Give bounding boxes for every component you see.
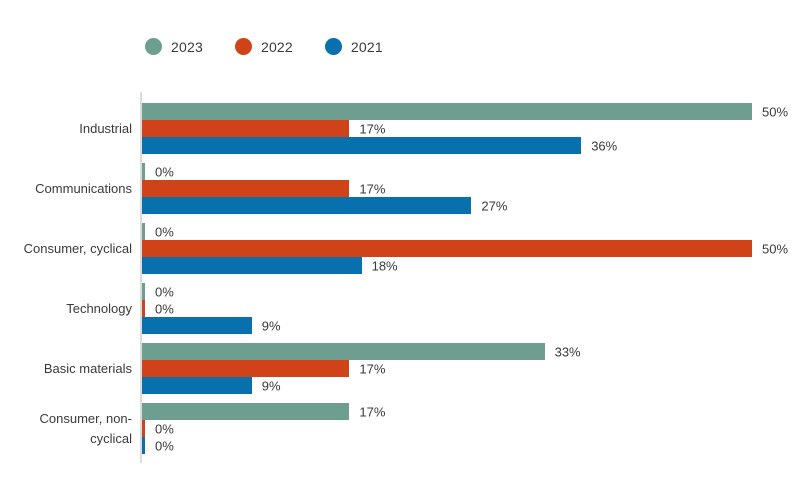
legend-item-2023: 2023 xyxy=(145,38,203,55)
category-label-communications: Communications xyxy=(35,180,132,196)
bar-communications-2022 xyxy=(142,180,350,197)
category-label-basic-materials: Basic materials xyxy=(43,360,132,376)
bar-value-label-consumer-non-cyclical-2021: 0% xyxy=(155,438,174,453)
bar-value-label-consumer-cyclical-2021: 18% xyxy=(371,258,398,273)
legend-swatch-icon xyxy=(324,38,342,55)
bar-value-label-technology-2021: 9% xyxy=(261,318,281,333)
bar-value-label-basic-materials-2021: 9% xyxy=(261,378,281,393)
bar-consumer-cyclical-2021 xyxy=(142,257,362,274)
bar-value-label-technology-2022: 0% xyxy=(155,301,174,316)
bar-value-label-communications-2023: 0% xyxy=(155,164,174,179)
bar-technology-2023 xyxy=(142,283,145,300)
bar-technology-2022 xyxy=(142,300,145,317)
bar-consumer-non-cyclical-2022 xyxy=(142,420,145,437)
bar-industrial-2021 xyxy=(142,137,582,154)
bar-basic-materials-2021 xyxy=(142,377,252,394)
bar-value-label-industrial-2023: 50% xyxy=(762,104,789,119)
bar-value-label-technology-2023: 0% xyxy=(155,284,174,299)
chart-legend: 2023 2022 2021 xyxy=(145,38,383,55)
bar-value-label-consumer-non-cyclical-2022: 0% xyxy=(155,421,174,436)
bar-communications-2023 xyxy=(142,163,145,180)
category-label-consumer-cyclical: Consumer, cyclical xyxy=(23,240,132,256)
bar-consumer-non-cyclical-2023 xyxy=(142,403,350,420)
bar-consumer-cyclical-2022 xyxy=(142,240,752,257)
bar-consumer-non-cyclical-2021 xyxy=(142,437,145,454)
bar-industrial-2023 xyxy=(142,103,752,120)
legend-label: 2022 xyxy=(260,38,293,55)
legend-item-2022: 2022 xyxy=(234,38,293,55)
bar-technology-2021 xyxy=(142,317,252,334)
category-label-industrial: Industrial xyxy=(79,120,132,136)
bar-value-label-industrial-2022: 17% xyxy=(359,121,386,136)
bar-basic-materials-2023 xyxy=(142,343,545,360)
legend-label: 2023 xyxy=(171,38,203,55)
bar-value-label-industrial-2021: 36% xyxy=(591,138,618,153)
bar-basic-materials-2022 xyxy=(142,360,350,377)
bar-value-label-basic-materials-2022: 17% xyxy=(359,361,386,376)
legend-label: 2021 xyxy=(350,38,383,55)
bar-consumer-cyclical-2023 xyxy=(142,223,145,240)
y-axis-line xyxy=(140,92,142,463)
bar-value-label-communications-2021: 27% xyxy=(481,198,508,213)
bar-value-label-consumer-cyclical-2022: 50% xyxy=(762,241,789,256)
bar-industrial-2022 xyxy=(142,120,350,137)
bar-value-label-basic-materials-2023: 33% xyxy=(554,344,581,359)
legend-swatch-icon xyxy=(145,38,162,55)
bar-value-label-communications-2022: 17% xyxy=(359,181,386,196)
bar-value-label-consumer-non-cyclical-2023: 17% xyxy=(359,404,386,419)
category-label-consumer-non-cyclical: Consumer, non-cyclical xyxy=(39,410,133,446)
category-label-technology: Technology xyxy=(66,300,132,316)
legend-swatch-icon xyxy=(234,38,252,55)
bar-communications-2021 xyxy=(142,197,472,214)
legend-item-2021: 2021 xyxy=(324,38,383,55)
bar-value-label-consumer-cyclical-2023: 0% xyxy=(155,224,174,239)
